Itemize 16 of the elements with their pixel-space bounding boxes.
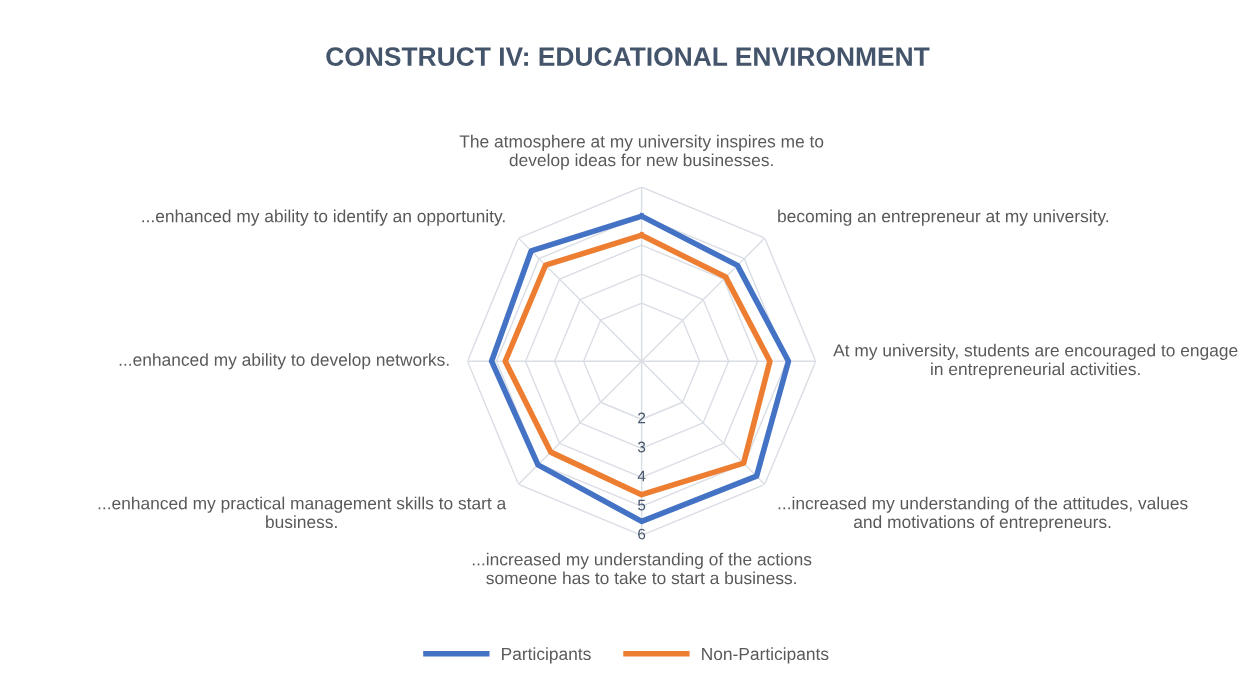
spoke-label: ...increased my understanding of the actions someone has to take to start a business. — [472, 552, 812, 585]
legend-label: Participants — [502, 647, 591, 664]
y-tick-label: 6 — [638, 528, 646, 540]
spoke-label: The atmosphere at my university inspires me to develop ideas for new businesses. — [459, 134, 824, 170]
spoke-label: ...enhanced my practical management skills to start a business. — [98, 496, 507, 529]
spoke-label: ...increased my understanding of the attitudes, values and motivations of entrepreneurs. — [778, 496, 1188, 532]
chart-title: CONSTRUCT IV: EDUCATIONAL ENVIRONMENT — [326, 47, 930, 66]
y-tick-label: 3 — [637, 441, 646, 453]
y-tick-label: 2 — [638, 412, 646, 424]
legend-label: Non-Participants — [702, 647, 829, 664]
y-tick-label: 5 — [637, 499, 646, 511]
spoke-label: ...enhanced my ability to identify an opportunity. — [142, 209, 505, 226]
spoke-label: becoming an entrepreneur at my university. — [778, 209, 1109, 226]
y-tick-label: 4 — [637, 470, 646, 482]
spoke-label: ...enhanced my ability to develop networks. — [119, 353, 449, 370]
spoke-label: At my university, students are encouraged to engage in entrepreneurial activities. — [833, 343, 1238, 379]
